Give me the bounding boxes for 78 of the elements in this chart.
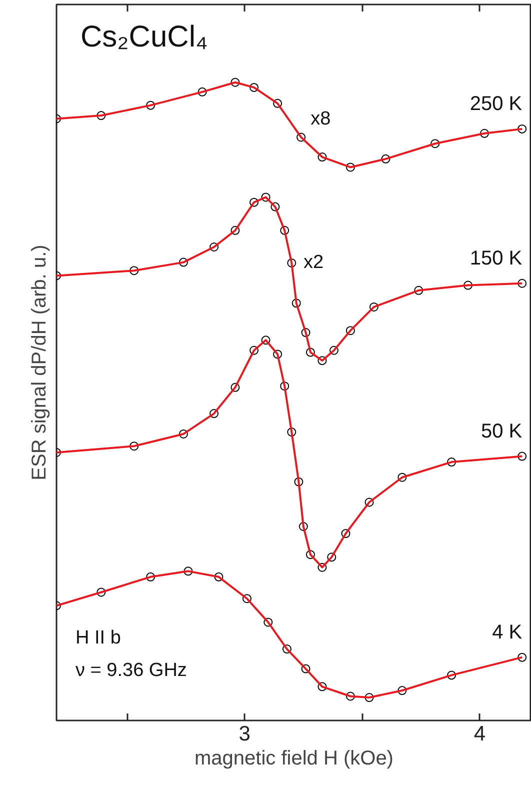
point: [447, 670, 456, 680]
point: [273, 98, 282, 108]
point: [318, 562, 327, 572]
series-label: 250 K: [470, 92, 523, 115]
point: [430, 139, 440, 148]
point: [130, 442, 139, 451]
point: [210, 242, 219, 252]
x-tick-label: 3: [238, 722, 250, 746]
point: [273, 350, 282, 359]
point: [282, 644, 292, 654]
point: [130, 266, 139, 276]
point: [318, 682, 327, 692]
point: [250, 82, 259, 92]
point: [146, 100, 156, 110]
point: [341, 529, 350, 538]
point: [287, 428, 296, 437]
point: [518, 124, 527, 134]
point: [264, 618, 273, 627]
point: [230, 78, 240, 87]
point: [381, 154, 390, 164]
point: [250, 346, 259, 355]
point: [318, 152, 327, 162]
point: [306, 348, 315, 357]
point: [230, 382, 240, 392]
point: [242, 594, 252, 604]
point: [280, 382, 290, 391]
point: [518, 278, 527, 288]
point: [414, 286, 424, 295]
point: [318, 356, 327, 366]
point: [329, 346, 338, 355]
point: [327, 552, 336, 562]
point: [398, 686, 407, 695]
x-tick-label: 4: [474, 722, 486, 746]
annotation: x2: [304, 252, 324, 273]
point: [346, 692, 355, 701]
point: [146, 572, 156, 582]
point: [301, 664, 310, 674]
point: [280, 226, 290, 235]
point: [214, 572, 224, 582]
point: [96, 111, 106, 120]
point: [480, 128, 489, 138]
point: [364, 498, 374, 507]
point: [346, 326, 355, 336]
point: [210, 409, 219, 418]
point: [96, 588, 106, 597]
point: [369, 302, 378, 312]
point: [287, 258, 296, 268]
annotation: H II b: [76, 628, 121, 649]
point: [447, 458, 456, 467]
point: [294, 477, 304, 486]
point: [301, 328, 310, 337]
y-axis-title: ESR signal dP/dH (arb. u.): [28, 244, 50, 480]
x-axis-title: magnetic field H (kOe): [194, 748, 394, 770]
point: [346, 162, 355, 172]
point: [518, 652, 527, 662]
point: [230, 226, 240, 235]
point: [306, 550, 315, 560]
point: [261, 192, 270, 202]
point: [178, 258, 188, 267]
point: [178, 429, 188, 438]
point: [270, 202, 280, 212]
series-label: 50 K: [480, 420, 523, 442]
point: [518, 452, 527, 461]
point: [184, 566, 193, 576]
annotation: x8: [310, 108, 331, 130]
point: [296, 132, 306, 142]
point: [261, 336, 270, 345]
point: [250, 198, 259, 207]
chart-title: Cs₂CuCl₄: [80, 20, 208, 54]
series-label: 150 K: [470, 247, 523, 270]
point: [198, 87, 207, 96]
series-label: 4 K: [492, 621, 523, 644]
annotation: ν = 9.36 GHz: [76, 660, 187, 681]
point: [364, 693, 374, 702]
point: [298, 522, 308, 531]
point: [292, 298, 301, 308]
point: [464, 280, 473, 290]
point: [398, 472, 407, 482]
